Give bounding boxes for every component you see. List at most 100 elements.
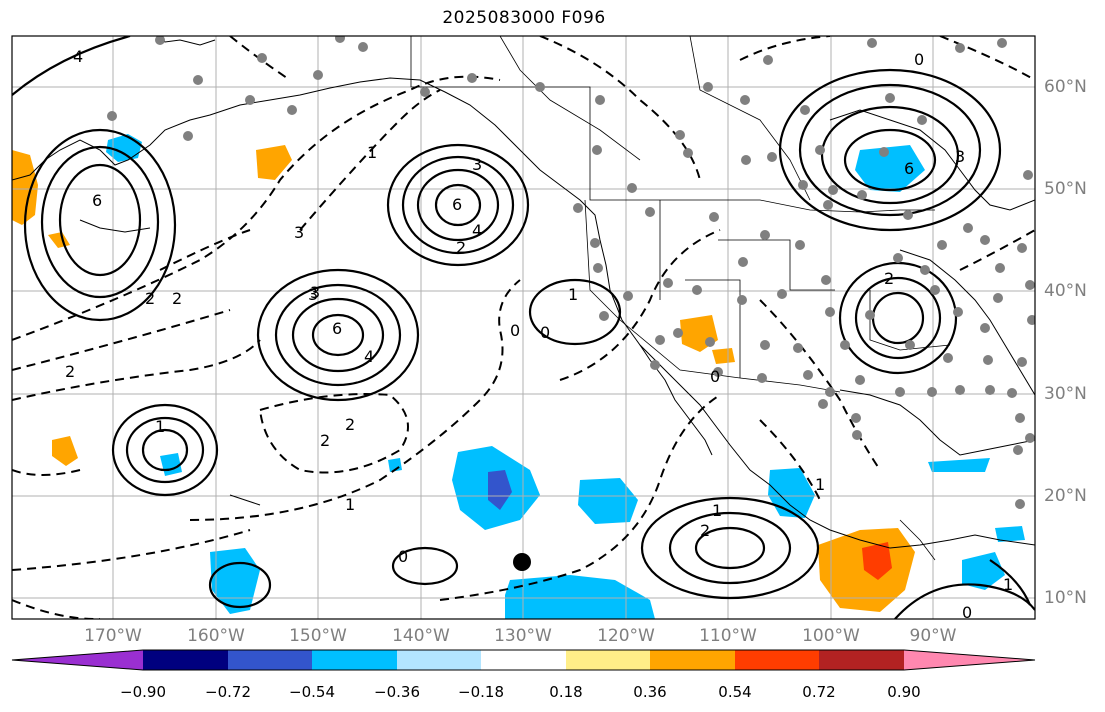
- contour-label: 2: [65, 362, 75, 381]
- contour-low-west-2: [40, 145, 160, 299]
- contour-mexico-1: [640, 496, 820, 600]
- contour-pacific-sw-3: [141, 428, 189, 472]
- lat-label: 20°N: [1044, 486, 1087, 506]
- contour-center-ne-1: [386, 143, 530, 267]
- contour-label: 1: [568, 285, 578, 304]
- contour-label: 1: [712, 501, 722, 520]
- colorbar-segment: [735, 650, 819, 670]
- contour-ne-us-4: [843, 128, 937, 192]
- shade-red-mexico: [862, 542, 892, 580]
- colorbar-segment: [228, 650, 312, 670]
- shade-blue-right-small: [995, 526, 1025, 542]
- colorbar-outline: [11, 649, 1036, 671]
- map-frame: [11, 35, 1036, 620]
- contour-label: 1: [345, 495, 355, 514]
- contour-top-left: [12, 36, 131, 96]
- colorbar-extend-high: [904, 650, 1035, 670]
- contour-label: 6: [332, 319, 342, 338]
- contour-center-ne-4: [434, 183, 482, 227]
- contour-far-right: [989, 559, 1032, 606]
- lon-label: 120°W: [597, 626, 655, 646]
- contour-se-us-2: [854, 276, 942, 360]
- contour-label: 3: [308, 285, 318, 304]
- contour-label: 1: [815, 475, 825, 494]
- colorbar-segments: [12, 650, 1035, 670]
- colorbar-segment: [312, 650, 397, 670]
- shade-blue-caribbean: [928, 458, 990, 472]
- contour-label: 3: [294, 223, 304, 242]
- colorbar-tick-label: −0.90: [120, 683, 166, 701]
- contour-label: 3: [472, 155, 482, 174]
- colorbar-tick-label: −0.54: [289, 683, 335, 701]
- colorbar-tick-label: 0.72: [802, 683, 836, 701]
- chart-title: 2025083000 F096: [442, 8, 606, 28]
- colorbar-extend-low: [12, 650, 143, 670]
- contour-center-ne-3: [416, 168, 500, 242]
- contour-label: 0: [962, 603, 972, 622]
- lon-label: 170°W: [84, 626, 142, 646]
- contour-ne-us-2: [798, 83, 982, 217]
- colorbar: [11, 649, 1036, 671]
- contour-label: 2: [884, 269, 894, 288]
- contour-center-sw-3: [291, 297, 385, 373]
- colorbar-tick-label: 0.18: [549, 683, 583, 701]
- contour-label: 0: [540, 323, 550, 342]
- lat-label: 10°N: [1044, 588, 1087, 608]
- contour-label: 1: [1003, 575, 1013, 594]
- solid-contours: [12, 36, 1035, 619]
- colorbar-segment: [566, 650, 650, 670]
- colorbar-tick-label: 0.90: [887, 683, 921, 701]
- colorbar-tick-label: 0.54: [718, 683, 752, 701]
- colorbar-segment: [481, 650, 566, 670]
- shade-orange-southwest-small: [712, 348, 735, 364]
- contour-bottom-left: [208, 561, 272, 609]
- contour-label: 1: [367, 143, 377, 162]
- contour-label: 0: [398, 547, 408, 566]
- contour-label: 0: [914, 50, 924, 69]
- colorbar-segment: [143, 650, 228, 670]
- contour-low-west-3: [58, 163, 142, 277]
- station-dots: [107, 36, 1035, 509]
- contour-label: 2: [456, 238, 466, 257]
- contour-label: 2: [320, 431, 330, 450]
- shade-purple-central: [488, 470, 512, 510]
- lon-label: 90°W: [909, 626, 957, 646]
- contour-label: 3: [955, 147, 965, 166]
- contour-label: 0: [510, 321, 520, 340]
- lat-label: 60°N: [1044, 77, 1087, 97]
- lon-label: 100°W: [802, 626, 860, 646]
- contour-label-group: 4 6 3 4 6 2 3 4 1 6 3 1 2 1 2 1 6 3 3 2 …: [65, 47, 1013, 622]
- colorbar-tick-label: −0.18: [458, 683, 504, 701]
- contour-label: 2: [145, 289, 155, 308]
- contour-center-sw-2: [274, 283, 402, 387]
- lat-label: 30°N: [1044, 384, 1087, 404]
- contour-label: 2: [345, 415, 355, 434]
- shade-blue-west-top: [106, 134, 142, 162]
- contour-pacific-sw-1: [111, 403, 219, 497]
- contour-mexico-2: [668, 511, 792, 585]
- lon-label: 110°W: [699, 626, 757, 646]
- contour-label: 6: [452, 195, 462, 214]
- contour-label: 6: [92, 191, 102, 210]
- storm-marker: [513, 553, 531, 571]
- shade-orange-west-edge: [12, 150, 38, 225]
- contour-label: 4: [364, 347, 374, 366]
- contour-center-sw-4: [311, 313, 365, 357]
- lon-label: 160°W: [187, 626, 245, 646]
- lat-label: 40°N: [1044, 281, 1087, 301]
- political-borders: [410, 36, 951, 561]
- shade-blue-east-central: [578, 478, 638, 524]
- contour-ne-us-1: [778, 68, 1002, 232]
- shade-blue-bottom-center: [505, 575, 655, 619]
- shade-orange-left-low: [52, 436, 78, 466]
- contour-label: 6: [904, 159, 914, 178]
- contour-small-bottom: [391, 546, 459, 586]
- contour-baja-high: [528, 278, 622, 346]
- shade-orange-aleutian: [256, 145, 292, 180]
- contour-label: 0: [710, 367, 720, 386]
- colorbar-segment: [819, 650, 904, 670]
- contour-low-west-1: [23, 128, 177, 322]
- colorbar-tick-label: −0.72: [205, 683, 251, 701]
- contour-ne-us-3: [820, 105, 960, 205]
- shade-blue-central-america: [962, 552, 1005, 590]
